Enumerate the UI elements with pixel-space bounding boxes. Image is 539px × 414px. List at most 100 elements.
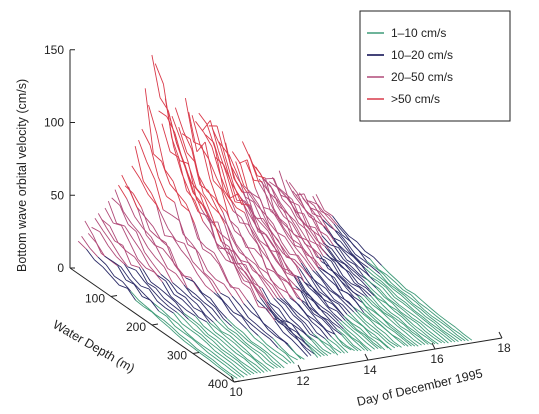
trace-segment [122,281,132,292]
trace-segment [386,326,396,333]
trace-segment [271,329,281,338]
trace-segment [186,310,196,317]
trace-segment [307,259,317,272]
trace-segment [225,355,235,362]
trace-segment [371,335,381,342]
trace-segment [263,322,272,331]
trace-segment [239,333,249,342]
trace-segment [147,194,157,206]
z-tick-label: 0 [57,261,64,275]
trace-segment [402,289,412,296]
trace-segment [216,320,226,329]
trace-segment [232,354,242,362]
trace-segment [177,292,186,298]
trace-segment [217,247,227,260]
trace-segment [294,334,304,347]
trace-segment [233,263,243,283]
trace-segment [305,302,314,315]
trace-segment [353,296,363,303]
trace-segment [250,356,260,365]
trace-segment [244,212,254,235]
trace-segment [308,228,318,241]
trace-segment [287,343,297,355]
trace-segment [251,341,260,348]
trace-segment [399,339,409,347]
trace-segment [229,193,239,199]
trace-segment [314,340,324,350]
trace-segment [230,236,240,253]
trace-segment [420,322,429,332]
trace-segment [295,301,304,312]
trace-segment [321,261,330,268]
trace-segment [251,283,261,298]
trace-segment [152,226,162,241]
trace-segment [190,307,199,318]
trace-segment [218,150,228,175]
trace-segment [292,190,302,202]
trace-segment [254,248,263,259]
trace-segment [344,320,354,329]
trace-segment [257,354,267,364]
trace-segment [255,217,264,220]
trace-segment [274,320,284,333]
trace-segment [94,259,104,268]
trace-segment [225,303,234,313]
trace-segment [322,255,332,262]
trace-segment [254,358,263,365]
trace-segment [248,317,257,325]
trace-segment [390,312,400,319]
trace-segment [270,302,279,309]
trace-segment [319,236,329,249]
trace-segment [267,329,277,337]
trace-segment [249,327,259,336]
trace-segment [364,334,374,344]
trace-segment [368,336,377,343]
trace-segment [199,344,209,353]
trace-segment [173,294,183,300]
trace-segment [400,325,409,332]
trace-segment [355,289,365,297]
trace-segment [169,247,179,268]
trace-segment [316,312,326,320]
trace-segment [441,329,451,336]
trace-segment [313,280,323,292]
trace-segment [313,299,323,308]
trace-segment [338,304,348,315]
trace-segment [405,317,415,326]
trace-segment [321,235,331,246]
trace-segment [395,303,405,312]
trace-segment [296,227,306,245]
trace-segment [334,333,344,346]
trace-segment [110,242,120,256]
trace-segment [327,338,337,346]
trace-segment [305,198,315,206]
trace-segment [399,289,409,297]
trace-segment [448,327,458,336]
trace-segment [275,360,285,369]
trace-segment [339,327,349,336]
trace-segment [353,311,363,321]
trace-segment [290,201,300,206]
trace-segment [453,334,463,342]
trace-segment [222,337,232,346]
trace-segment [304,243,314,250]
trace-segment [172,282,181,290]
trace-segment [205,247,215,254]
trace-segment [286,292,296,302]
trace-segment [252,269,261,277]
trace-segment [239,196,249,208]
trace-segment [218,329,227,338]
trace-segment [177,157,187,191]
trace-segment [382,287,392,298]
trace-segment [251,312,261,320]
trace-segment [241,316,251,329]
x-tick-label: 16 [430,352,444,366]
trace-segment [361,320,371,329]
trace-segment [157,176,167,197]
trace-segment [333,239,343,250]
y-tick-label: 400 [208,377,228,391]
trace-segment [435,328,444,336]
trace-segment [334,247,344,260]
trace-segment [229,335,239,344]
trace-segment [255,236,265,250]
